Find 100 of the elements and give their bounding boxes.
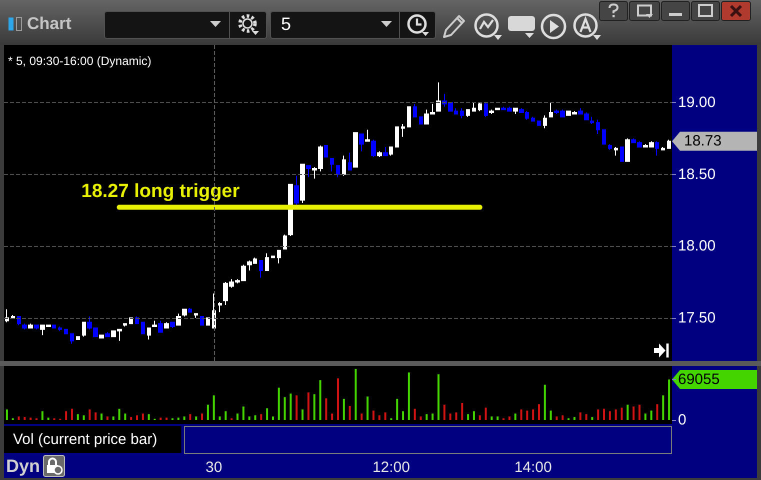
candlestick [602,129,606,145]
candlestick [401,124,405,138]
candlestick [620,146,624,162]
bar [490,416,493,420]
bar [278,388,280,420]
bar [82,415,85,420]
candlestick [306,165,311,178]
candlestick [200,316,204,326]
bar [614,409,617,420]
bar [472,411,475,420]
candlestick [123,323,127,328]
bar [296,395,298,420]
candlestick [436,82,441,112]
candlestick [495,108,500,110]
candlestick [661,146,665,150]
bar [414,408,416,420]
x-tick-label: 12:00 [372,459,410,476]
candlestick [590,116,594,124]
bar [142,414,144,420]
candlestick [342,155,346,176]
bar [638,404,640,420]
bar [632,406,635,420]
bar [183,416,186,420]
candlestick [472,102,476,112]
candlestick [614,146,618,156]
bar [620,408,623,420]
bar [520,409,522,420]
bar [437,374,440,420]
bar [455,412,458,420]
bar [360,414,363,420]
candlestick [5,308,9,323]
bar [402,411,404,420]
candlestick [218,302,222,313]
candlestick [22,323,27,330]
candlestick [348,152,352,170]
bar [284,397,286,420]
bar [290,394,292,420]
candlestick [596,119,600,135]
candlestick [99,334,104,339]
y-tick-label: 18.00 [678,238,716,255]
candlestick [158,320,163,333]
bar [384,412,386,420]
candlestick [537,120,541,126]
bar [18,416,20,420]
bar [443,404,446,420]
candlestick [389,146,393,156]
text: 5 [281,14,292,35]
bar [591,417,594,420]
candlestick [265,252,269,272]
candlestick [82,322,86,338]
bar [626,404,629,420]
candlestick [484,102,488,118]
bar [201,414,204,420]
bar [130,417,132,420]
candlestick [419,116,423,124]
candlestick [164,322,169,328]
candlestick [478,102,482,112]
bar [112,416,114,420]
bar [603,408,606,420]
candlestick [17,316,21,326]
candlestick [655,140,659,156]
bar [408,372,410,420]
candlestick [11,314,15,318]
bar [94,412,97,420]
candlestick [549,102,553,118]
bar [597,409,600,420]
candlestick [58,326,62,332]
candlestick [70,333,74,344]
candlestick [147,327,151,340]
y-tick-label: 17.50 [678,309,716,326]
candlestick [188,307,192,313]
bar [236,414,239,420]
candlestick [608,144,612,150]
y-tick-label: 0 [678,412,686,428]
candlestick [259,260,263,278]
bar [644,414,646,420]
bar [372,410,374,420]
y-tick-label: 18.50 [678,166,716,183]
bar [118,408,120,420]
bar [550,410,552,420]
candlestick [365,129,370,142]
bar [348,406,351,420]
candlestick [353,132,358,168]
bar [573,417,576,420]
bar [260,414,262,420]
bar [88,409,91,420]
candlestick [330,158,334,172]
bar [496,416,499,420]
bar [100,414,103,420]
bar [585,414,588,420]
candlestick [543,114,547,129]
candlestick [283,234,287,250]
bar [325,398,328,420]
bar [212,395,215,420]
candlestick [407,106,411,128]
bar [302,409,304,420]
bar [76,414,79,420]
candlestick [152,320,157,328]
bar [562,415,564,420]
bar [514,414,516,420]
